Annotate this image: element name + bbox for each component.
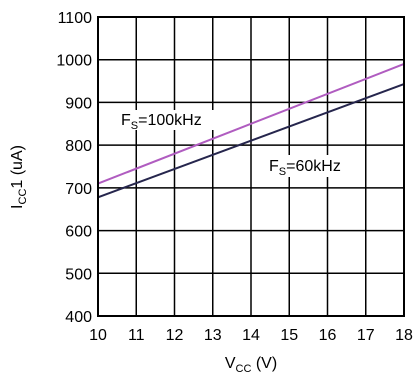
y-tick-label: 400 bbox=[65, 309, 92, 326]
series-label-60khz: FS=60kHz bbox=[269, 158, 341, 178]
x-tick-label: 17 bbox=[357, 327, 375, 344]
series-label-100khz-group: FS=100kHz bbox=[117, 110, 217, 132]
y-tick-label: 1100 bbox=[58, 10, 93, 27]
series-line-1 bbox=[97, 83, 405, 199]
y-tick-label: 700 bbox=[65, 181, 92, 198]
x-tick-label: 13 bbox=[204, 327, 222, 344]
x-tick-label: 16 bbox=[319, 327, 337, 344]
y-tick-label: 1000 bbox=[56, 53, 92, 70]
series-label-60khz-group: FS=60kHz bbox=[265, 155, 360, 178]
series-label-100khz-bg bbox=[117, 110, 217, 130]
x-tick-label: 12 bbox=[166, 327, 184, 344]
x-tick-labels: 10 11 12 13 14 15 16 17 18 bbox=[89, 327, 413, 344]
x-tick-label: 18 bbox=[395, 327, 413, 344]
x-tick-label: 14 bbox=[242, 327, 260, 344]
series-group bbox=[97, 63, 405, 199]
y-tick-label: 500 bbox=[65, 266, 92, 283]
x-tick-label: 10 bbox=[89, 327, 107, 344]
y-tick-label: 800 bbox=[65, 138, 92, 155]
plot-frame bbox=[97, 16, 405, 317]
y-tick-label: 600 bbox=[65, 224, 92, 241]
x-tick-label: 15 bbox=[280, 327, 298, 344]
x-tick-label: 11 bbox=[128, 327, 145, 344]
y-tick-labels: 400 500 600 700 800 900 1000 1100 bbox=[56, 10, 92, 326]
series-line-0 bbox=[97, 63, 405, 185]
series-label-100khz: FS=100kHz bbox=[121, 112, 202, 132]
y-axis-title: ICC1 (uA) bbox=[9, 145, 29, 209]
y-tick-label: 900 bbox=[65, 95, 92, 112]
x-axis-title: VCC (V) bbox=[225, 355, 277, 375]
series-label-60khz-bg bbox=[265, 155, 360, 177]
